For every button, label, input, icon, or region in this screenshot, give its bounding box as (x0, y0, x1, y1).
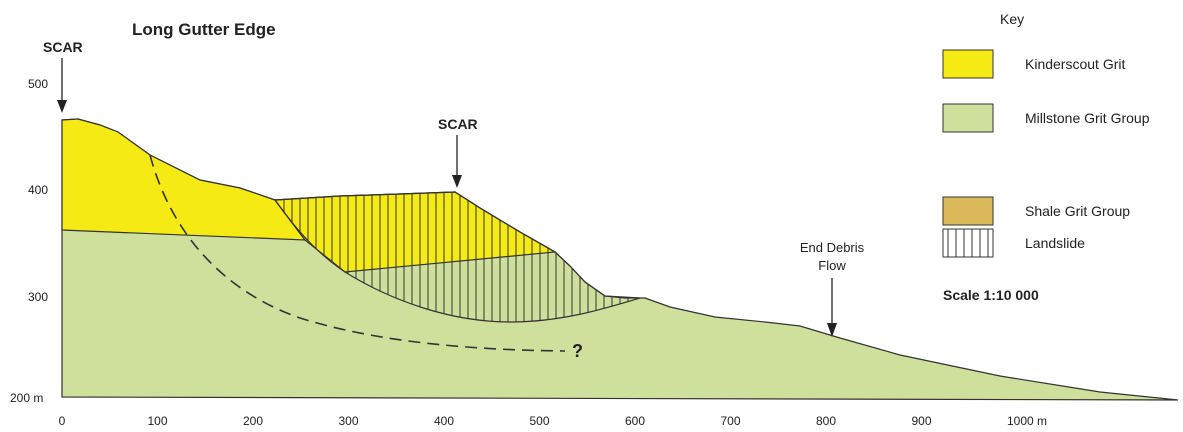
key-label: Landslide (1025, 235, 1085, 251)
x-ticks: 0 100 200 300 400 500 600 700 800 900 1000 m (59, 414, 1047, 428)
key-label: Shale Grit Group (1025, 203, 1130, 219)
x-tick-label: 200 (243, 414, 263, 428)
kinderscout-layer (62, 119, 305, 240)
scale: Scale 1:10 000 (943, 287, 1039, 303)
debris-label: End Debris (800, 240, 865, 255)
x-tick-label: 800 (816, 414, 836, 428)
scar-label: SCAR (438, 116, 478, 132)
x-tick-label: 0 (59, 414, 66, 428)
x-tick-label: 300 (338, 414, 358, 428)
key-swatch (943, 50, 993, 78)
key-title: Key (1000, 11, 1024, 27)
x-tick-label: 700 (720, 414, 740, 428)
arrow-head (452, 175, 462, 188)
y-tick-label: 500 (28, 77, 48, 91)
cross-section: Long Gutter Edge ? SCAR SCAR End Debris … (0, 0, 1183, 432)
x-tick-label: 500 (529, 414, 549, 428)
key-swatch (943, 104, 993, 132)
x-tick-label: 1000 m (1007, 414, 1047, 428)
key-swatch (943, 229, 993, 257)
title: Long Gutter Edge (132, 20, 276, 39)
x-tick-label: 100 (147, 414, 167, 428)
x-tick-label: 900 (911, 414, 931, 428)
question-mark: ? (572, 341, 583, 361)
y-tick-label: 200 m (10, 391, 43, 405)
debris-label: Flow (818, 258, 846, 273)
arrow-head (57, 100, 67, 113)
x-tick-label: 600 (625, 414, 645, 428)
key-label: Millstone Grit Group (1025, 110, 1150, 126)
millstone-layer (62, 119, 1178, 400)
key-swatch (943, 197, 993, 225)
y-tick-label: 400 (28, 183, 48, 197)
scar-label: SCAR (43, 39, 83, 55)
y-tick-label: 300 (28, 290, 48, 304)
x-tick-label: 400 (434, 414, 454, 428)
key-label: Kinderscout Grit (1025, 56, 1125, 72)
